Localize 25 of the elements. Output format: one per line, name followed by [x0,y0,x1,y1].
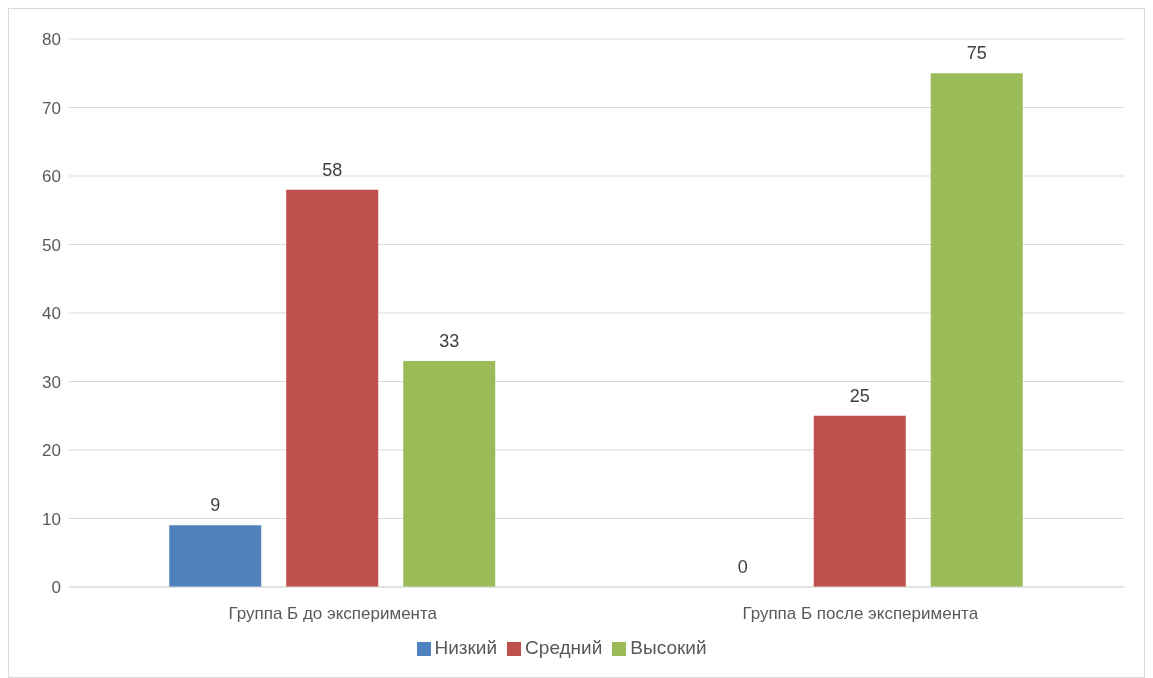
data-label: 58 [322,159,343,180]
y-tick-label: 30 [42,372,61,392]
y-tick-label: 50 [42,235,61,255]
data-label: 25 [849,385,870,406]
data-label: 9 [210,495,221,516]
bar [286,189,379,587]
legend-label: Низкий [434,637,498,658]
legend-label: Высокий [630,637,707,658]
y-tick-label: 60 [42,167,61,187]
y-tick-label: 40 [42,304,61,324]
data-label: 0 [737,556,748,577]
x-tick-label: Группа Б после эксперимента [742,604,979,624]
y-tick-label: 0 [51,578,61,598]
y-tick-label: 20 [42,441,61,461]
bar [813,415,906,587]
y-tick-label: 70 [42,98,61,118]
bar [403,360,496,587]
y-tick-label: 80 [42,30,61,50]
data-label: 75 [966,43,987,64]
y-tick-label: 10 [42,509,61,529]
data-label: 33 [439,330,460,351]
legend-label: Средний [525,637,603,658]
bar [930,73,1023,587]
bar [169,525,262,587]
x-tick-label: Группа Б до эксперимента [228,604,438,624]
